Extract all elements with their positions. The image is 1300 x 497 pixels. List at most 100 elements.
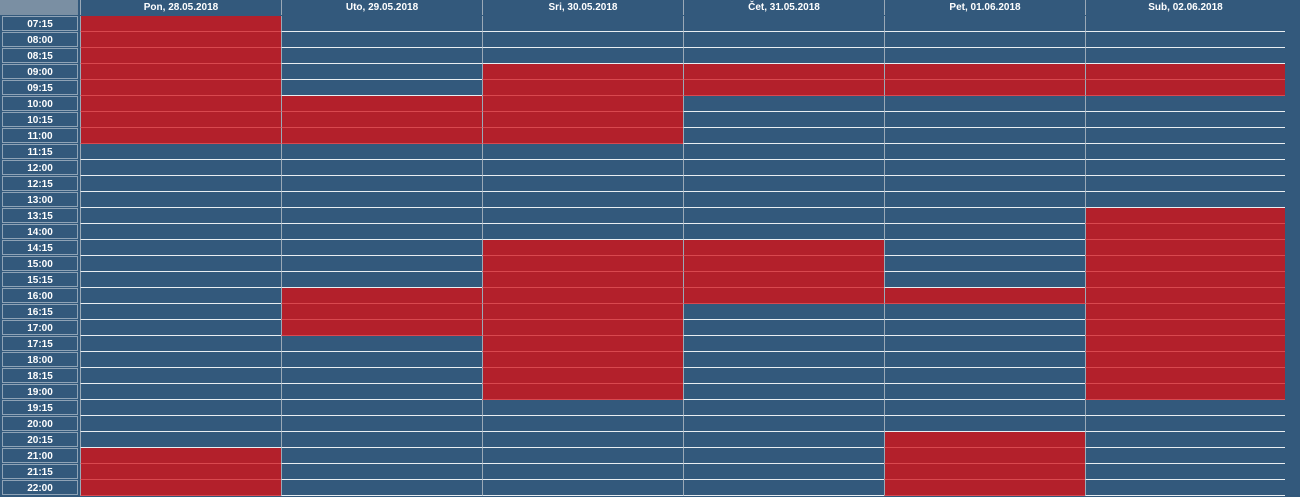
busy-slot[interactable]: [482, 288, 683, 304]
busy-slot[interactable]: [1085, 224, 1285, 240]
busy-slot[interactable]: [80, 480, 281, 496]
busy-slot[interactable]: [683, 272, 884, 288]
busy-slot[interactable]: [482, 240, 683, 256]
busy-slot[interactable]: [80, 96, 281, 112]
busy-slot[interactable]: [482, 384, 683, 400]
busy-slot[interactable]: [1085, 240, 1285, 256]
free-slot[interactable]: [281, 352, 482, 368]
free-slot[interactable]: [1085, 192, 1285, 208]
free-slot[interactable]: [683, 144, 884, 160]
free-slot[interactable]: [281, 336, 482, 352]
free-slot[interactable]: [1085, 432, 1285, 448]
free-slot[interactable]: [1085, 128, 1285, 144]
busy-slot[interactable]: [80, 64, 281, 80]
free-slot[interactable]: [884, 16, 1085, 32]
free-slot[interactable]: [80, 288, 281, 304]
free-slot[interactable]: [1085, 112, 1285, 128]
free-slot[interactable]: [80, 336, 281, 352]
free-slot[interactable]: [482, 176, 683, 192]
free-slot[interactable]: [1085, 464, 1285, 480]
free-slot[interactable]: [80, 240, 281, 256]
free-slot[interactable]: [1085, 400, 1285, 416]
free-slot[interactable]: [281, 368, 482, 384]
free-slot[interactable]: [281, 48, 482, 64]
busy-slot[interactable]: [1085, 288, 1285, 304]
free-slot[interactable]: [80, 400, 281, 416]
free-slot[interactable]: [482, 144, 683, 160]
busy-slot[interactable]: [683, 240, 884, 256]
busy-slot[interactable]: [1085, 320, 1285, 336]
busy-slot[interactable]: [884, 432, 1085, 448]
busy-slot[interactable]: [482, 304, 683, 320]
busy-slot[interactable]: [884, 464, 1085, 480]
free-slot[interactable]: [80, 144, 281, 160]
busy-slot[interactable]: [482, 336, 683, 352]
free-slot[interactable]: [1085, 448, 1285, 464]
free-slot[interactable]: [683, 192, 884, 208]
free-slot[interactable]: [683, 128, 884, 144]
free-slot[interactable]: [281, 256, 482, 272]
busy-slot[interactable]: [80, 48, 281, 64]
free-slot[interactable]: [683, 480, 884, 496]
busy-slot[interactable]: [1085, 208, 1285, 224]
busy-slot[interactable]: [1085, 336, 1285, 352]
free-slot[interactable]: [80, 256, 281, 272]
free-slot[interactable]: [281, 176, 482, 192]
free-slot[interactable]: [683, 96, 884, 112]
free-slot[interactable]: [281, 192, 482, 208]
free-slot[interactable]: [884, 96, 1085, 112]
free-slot[interactable]: [884, 192, 1085, 208]
free-slot[interactable]: [80, 192, 281, 208]
free-slot[interactable]: [683, 32, 884, 48]
busy-slot[interactable]: [80, 464, 281, 480]
free-slot[interactable]: [884, 256, 1085, 272]
busy-slot[interactable]: [482, 112, 683, 128]
free-slot[interactable]: [281, 64, 482, 80]
busy-slot[interactable]: [1085, 352, 1285, 368]
free-slot[interactable]: [683, 48, 884, 64]
free-slot[interactable]: [281, 80, 482, 96]
busy-slot[interactable]: [281, 288, 482, 304]
busy-slot[interactable]: [884, 64, 1085, 80]
busy-slot[interactable]: [1085, 64, 1285, 80]
free-slot[interactable]: [884, 224, 1085, 240]
busy-slot[interactable]: [884, 448, 1085, 464]
free-slot[interactable]: [884, 320, 1085, 336]
free-slot[interactable]: [80, 176, 281, 192]
free-slot[interactable]: [683, 176, 884, 192]
free-slot[interactable]: [683, 352, 884, 368]
free-slot[interactable]: [482, 464, 683, 480]
free-slot[interactable]: [281, 240, 482, 256]
busy-slot[interactable]: [1085, 272, 1285, 288]
free-slot[interactable]: [80, 384, 281, 400]
free-slot[interactable]: [884, 208, 1085, 224]
free-slot[interactable]: [683, 416, 884, 432]
free-slot[interactable]: [683, 208, 884, 224]
free-slot[interactable]: [80, 160, 281, 176]
busy-slot[interactable]: [1085, 80, 1285, 96]
free-slot[interactable]: [482, 32, 683, 48]
free-slot[interactable]: [884, 128, 1085, 144]
free-slot[interactable]: [482, 48, 683, 64]
free-slot[interactable]: [80, 272, 281, 288]
free-slot[interactable]: [281, 480, 482, 496]
busy-slot[interactable]: [683, 256, 884, 272]
busy-slot[interactable]: [281, 304, 482, 320]
free-slot[interactable]: [1085, 160, 1285, 176]
free-slot[interactable]: [884, 112, 1085, 128]
free-slot[interactable]: [281, 400, 482, 416]
busy-slot[interactable]: [80, 80, 281, 96]
free-slot[interactable]: [281, 32, 482, 48]
free-slot[interactable]: [884, 48, 1085, 64]
free-slot[interactable]: [281, 384, 482, 400]
free-slot[interactable]: [80, 368, 281, 384]
free-slot[interactable]: [683, 304, 884, 320]
free-slot[interactable]: [281, 432, 482, 448]
free-slot[interactable]: [80, 432, 281, 448]
busy-slot[interactable]: [683, 80, 884, 96]
busy-slot[interactable]: [482, 320, 683, 336]
free-slot[interactable]: [482, 448, 683, 464]
free-slot[interactable]: [281, 448, 482, 464]
free-slot[interactable]: [683, 16, 884, 32]
free-slot[interactable]: [281, 416, 482, 432]
